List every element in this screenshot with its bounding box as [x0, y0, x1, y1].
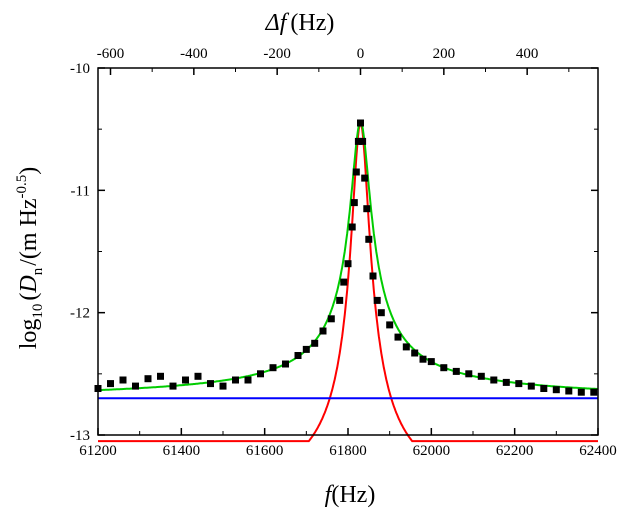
data-point [182, 376, 189, 384]
data-point [377, 309, 385, 317]
data-point [411, 349, 419, 357]
data-point [369, 272, 377, 280]
data-point [340, 278, 348, 286]
fit-line-2 [98, 120, 598, 392]
data-point [386, 321, 394, 329]
data-point [477, 372, 485, 380]
data-point [157, 372, 164, 380]
data-point [361, 174, 369, 182]
axis-layer: 61200 61400 61600 61800 62000 62200 62400-600-… [70, 46, 617, 459]
data-point [319, 327, 327, 335]
data-point [394, 333, 402, 341]
x2-tick-label: -400 [180, 46, 208, 62]
x-tick-label: 62200 [496, 443, 534, 459]
data-point [327, 315, 335, 323]
data-point [440, 364, 448, 372]
data-point [232, 376, 239, 384]
data-point [590, 388, 598, 396]
data-point [207, 380, 214, 388]
data-point [577, 388, 585, 396]
data-point [365, 235, 373, 243]
data-point [350, 199, 358, 207]
x-tick-label: 61800 [329, 443, 367, 459]
data-point [294, 352, 302, 359]
fit-line-1 [98, 120, 598, 443]
data-point [490, 376, 498, 384]
data-point [348, 223, 356, 231]
data-point [402, 343, 410, 351]
data-point [565, 387, 573, 395]
x-tick-label: 61600 [246, 443, 284, 459]
data-point [515, 380, 523, 388]
data-point [132, 382, 139, 390]
data-point [194, 372, 202, 380]
x-tick-label: 61200 [79, 443, 117, 459]
data-point [219, 382, 227, 390]
data-point [419, 355, 427, 363]
x-tick-label: 61400 [163, 443, 201, 459]
x2-tick-label: -200 [263, 46, 291, 62]
x2-tick-label: -600 [97, 46, 125, 62]
data-point [502, 378, 510, 386]
data-point [359, 137, 367, 145]
y-tick-label: -12 [70, 306, 90, 322]
data-point [354, 137, 362, 145]
x2-tick-label: 0 [357, 46, 365, 62]
data-point [244, 376, 252, 384]
data-point [107, 380, 114, 388]
data-point [352, 168, 360, 176]
data-point [257, 370, 264, 378]
data-point [357, 119, 364, 127]
x-tick-label: 62000 [413, 443, 451, 459]
y-tick-label: -10 [70, 61, 90, 77]
y-tick-label: -11 [71, 183, 90, 199]
data-point [119, 376, 127, 384]
data-point [452, 367, 460, 375]
plot-data-layer [94, 119, 598, 443]
data-point [269, 364, 277, 372]
y-tick-label: -13 [70, 428, 90, 444]
top-axis-title: Δf (Hz) [265, 10, 335, 36]
x-tick-label: 62400 [579, 443, 617, 459]
data-point [344, 260, 352, 268]
data-point [336, 296, 344, 304]
x2-tick-label: 200 [433, 46, 456, 62]
data-point [373, 296, 381, 304]
data-point [144, 375, 152, 383]
data-point [302, 345, 310, 353]
y-axis-title: log10(Dn/(m Hz-0.5) [14, 167, 46, 350]
data-point [282, 360, 289, 368]
data-point [552, 386, 560, 394]
data-point [540, 385, 548, 392]
x2-tick-label: 400 [516, 46, 539, 62]
bottom-axis-title: f(Hz) [325, 482, 376, 508]
data-point [363, 205, 371, 213]
data-point [169, 382, 177, 390]
plot-frame [97, 67, 599, 436]
data-point [311, 339, 319, 347]
data-point [427, 358, 435, 366]
data-point [527, 382, 535, 390]
data-point [465, 370, 473, 378]
